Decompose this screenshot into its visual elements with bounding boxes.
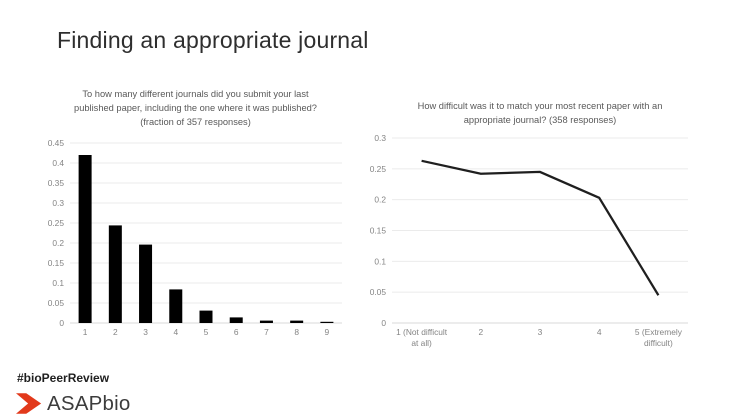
line-chart: 0 0.05 0.1 0.15 0.2 0.25 0.3 1 (Not difficultat… xyxy=(370,133,688,348)
x-tick-label: at all) xyxy=(411,338,432,348)
x-tick-label: 5 (Extremely xyxy=(635,327,683,337)
y-tick-label: 0.1 xyxy=(52,278,64,288)
bar xyxy=(229,317,243,323)
x-tick-label: 2 xyxy=(478,327,483,337)
y-tick-label: 0 xyxy=(381,318,386,328)
y-tick-label: 0.4 xyxy=(52,158,64,168)
x-tick-label: 1 xyxy=(83,327,88,337)
logo-chevron-icon xyxy=(16,393,42,414)
bar xyxy=(290,320,304,323)
y-tick-label: 0.45 xyxy=(48,138,65,148)
bar xyxy=(199,310,213,323)
x-tick-label: 2 xyxy=(113,327,118,337)
y-tick-label: 0.3 xyxy=(52,198,64,208)
y-tick-label: 0 xyxy=(59,318,64,328)
x-tick-label: 4 xyxy=(173,327,178,337)
logo-chevron-shape xyxy=(16,393,42,414)
logo-text: ASAPbio xyxy=(47,391,131,415)
x-tick-label: 8 xyxy=(294,327,299,337)
asapbio-logo: ASAPbio xyxy=(16,392,130,415)
y-tick-label: 0.2 xyxy=(52,238,64,248)
y-tick-label: 0.05 xyxy=(370,287,387,297)
x-tick-label: 3 xyxy=(143,327,148,337)
y-tick-label: 0.05 xyxy=(48,298,65,308)
bar xyxy=(108,225,122,323)
x-tick-label: difficult) xyxy=(644,338,673,348)
hashtag-text: #bioPeerReview xyxy=(17,371,110,385)
bar xyxy=(259,320,273,323)
y-tick-label: 0.15 xyxy=(370,226,387,236)
x-tick-label: 6 xyxy=(234,327,239,337)
slide-title: Finding an appropriate journal xyxy=(57,27,369,53)
x-tick-label: 3 xyxy=(538,327,543,337)
bar xyxy=(139,244,153,323)
bar-chart: 0 0.05 0.1 0.15 0.2 0.25 0.3 0.35 0.4 0.45 1 2 3 4 5 6 7… xyxy=(48,138,342,337)
y-tick-label: 0.2 xyxy=(374,195,386,205)
bar xyxy=(78,155,92,323)
y-tick-label: 0.25 xyxy=(48,218,65,228)
y-tick-label: 0.25 xyxy=(370,164,387,174)
bar xyxy=(169,289,183,323)
y-tick-label: 0.15 xyxy=(48,258,65,268)
x-tick-label: 1 (Not difficult xyxy=(396,327,448,337)
y-tick-label: 0.35 xyxy=(48,178,65,188)
data-line xyxy=(421,159,660,296)
x-tick-label: 4 xyxy=(597,327,602,337)
line-chart-title: How difficult was it to match your most … xyxy=(417,101,663,125)
x-tick-label: 7 xyxy=(264,327,269,337)
y-tick-label: 0.3 xyxy=(374,133,386,143)
bar xyxy=(320,321,334,323)
y-tick-label: 0.1 xyxy=(374,256,386,266)
x-tick-label: 9 xyxy=(325,327,330,337)
x-tick-label: 5 xyxy=(204,327,209,337)
bar-chart-title: To how many different journals did you s… xyxy=(74,89,317,127)
